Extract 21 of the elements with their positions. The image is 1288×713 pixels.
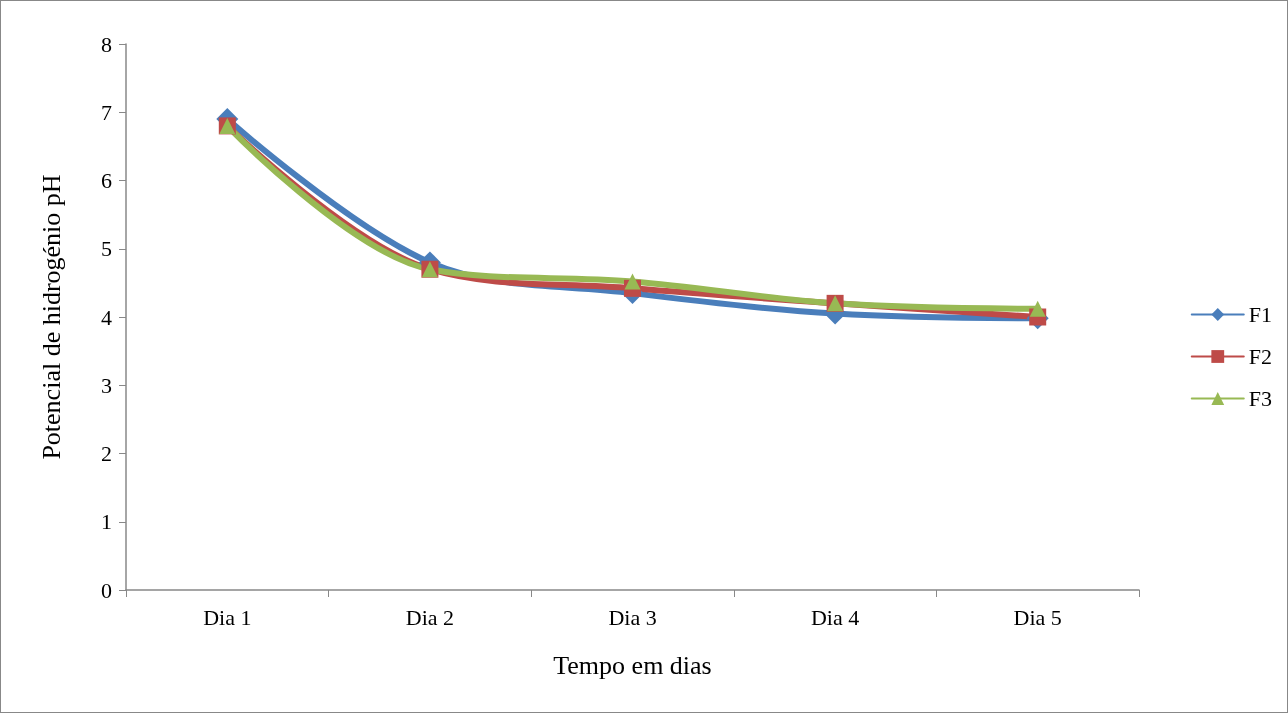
y-tick-label: 6: [101, 168, 112, 193]
y-axis-title: Potencial de hidrogénio pH: [36, 174, 66, 460]
y-tick-label: 2: [101, 441, 112, 466]
y-tick-label: 0: [101, 577, 112, 603]
y-tick-label: 5: [101, 236, 112, 262]
y-tick-label: 3: [101, 372, 112, 398]
x-tick-label: Dia 1: [203, 604, 252, 630]
legend-label: F2: [1248, 344, 1273, 369]
point: [624, 273, 641, 290]
y-tick-label: 4: [101, 304, 112, 330]
x-tick-label: Dia 5: [1013, 604, 1062, 630]
x-axis-title: Tempo em dias: [553, 650, 712, 680]
y-tick-label: 8: [101, 31, 112, 57]
x-tick-label: Dia 2: [405, 604, 455, 630]
y-tick-label: 1: [101, 509, 112, 535]
legend-label: F1: [1248, 302, 1273, 327]
x-tick-label: Dia 3: [608, 604, 657, 630]
x-tick-label: Dia 4: [810, 604, 860, 630]
point: [1029, 300, 1046, 317]
y-tick-label: 7: [101, 99, 112, 125]
legend-label: F3: [1248, 386, 1273, 411]
